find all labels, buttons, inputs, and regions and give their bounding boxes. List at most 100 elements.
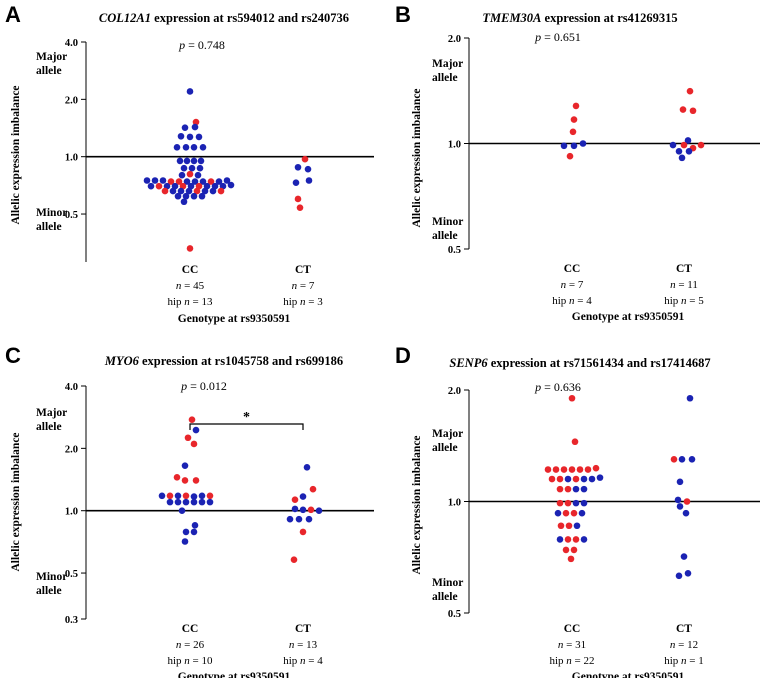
y-tick-label: 4.0 [65,38,78,49]
hip-count-label-part: = 5 [687,295,705,307]
major-allele-label-part: Major [432,428,463,440]
panel-letter-part: D [395,343,411,368]
minor-allele-label: Minor [432,577,463,589]
x-category-label: CC [182,623,199,635]
data-point-cc [155,182,163,190]
data-point-cc [217,187,225,195]
y-tick-label: 0.5 [448,245,461,256]
n-count-label-part: = 31 [563,639,586,651]
hip-count-label-part: = 3 [306,296,324,308]
data-point-cc [190,493,198,500]
hip-count-label-part: n [300,296,306,308]
hip-count-label-part: = 22 [572,655,595,667]
data-point-cc [196,164,204,172]
data-point-cc [572,499,580,507]
data-point-cc [182,192,190,200]
data-point-cc [562,546,570,554]
data-point-cc [143,177,151,184]
data-point-ct [286,515,294,523]
y-tick-label-part: 0.5 [448,609,461,620]
data-point-cc [185,187,193,195]
x-category-label: CT [676,263,692,275]
data-point-cc [570,546,578,554]
n-count-label: n = 12 [670,639,698,651]
y-tick-label: 2.0 [65,95,78,106]
hip-count-label: hip n = 4 [283,655,323,667]
p-value-part: = 0.651 [541,30,581,44]
n-count-label: n = 11 [670,279,698,291]
x-axis-label-part: Genotype at rs9350591 [572,671,685,678]
data-point-ct [315,507,323,515]
data-point-cc [188,164,196,172]
n-count-label-part: = 45 [181,280,204,292]
data-point-cc [560,466,568,473]
n-count-label-part: n [176,280,182,292]
minor-allele-label-part: allele [432,591,458,603]
y-axis-label-part: Allelic expression imbalance [411,88,423,227]
major-allele-label: allele [432,72,458,84]
hip-count-label: hip n = 13 [167,296,213,308]
y-tick-label: 0.5 [448,609,461,620]
data-point-ct [299,506,307,514]
data-point-cc [223,177,231,184]
data-point-cc [580,536,588,543]
n-count-label-part: = 7 [297,280,315,292]
minor-allele-label: allele [432,230,458,242]
p-value: p = 0.651 [534,30,581,44]
data-point-cc [151,177,159,184]
x-axis-label-part: Genotype at rs9350591 [178,671,291,678]
data-point-ct [688,455,696,463]
data-point-ct [678,455,686,463]
data-point-cc [556,499,564,507]
data-point-cc [180,164,188,172]
major-allele-label: allele [36,421,62,433]
n-count-label-part: = 13 [294,639,317,651]
data-point-cc [173,144,181,151]
data-point-cc [580,485,588,493]
x-axis-label: Genotype at rs9350591 [178,313,291,325]
data-point-cc [572,475,580,483]
panel-a: A COL12A1 expression at rs594012 and rs24… [5,2,374,325]
significance-star-part: * [243,410,250,425]
x-axis-label: Genotype at rs9350591 [572,671,685,678]
data-point-ct [685,148,693,155]
n-count-label-part: n [292,280,298,292]
data-point-cc [560,142,568,150]
data-point-cc [183,178,191,185]
y-tick-label-part: 0.3 [65,615,78,626]
minor-allele-label-part: allele [36,585,62,597]
data-point-ct [680,141,688,149]
n-count-label-part: = 11 [676,279,698,291]
data-point-ct [296,204,304,211]
x-category-label-part: CT [676,623,692,635]
data-point-cc [184,434,192,442]
data-point-cc [190,498,198,506]
y-tick-label: 2.0 [448,34,461,45]
y-axis-label: Allelic expression imbalance [411,435,423,574]
x-category-label-part: CC [182,264,199,276]
y-tick-label-part: 1.0 [65,153,78,164]
minor-allele-label: allele [432,591,458,603]
minor-allele-label: Minor [36,207,67,219]
y-tick-label-part: 4.0 [65,38,78,49]
data-point-ct [684,137,692,144]
data-point-cc [190,157,198,165]
major-allele-label: Major [432,58,463,70]
data-point-cc [181,124,189,131]
data-point-cc [568,394,576,402]
data-point-cc [190,440,198,448]
major-allele-label-part: allele [36,65,62,77]
y-axis-label-part: Allelic expression imbalance [10,432,22,571]
chart-title-part: expression at rs71561434 and rs17414687 [488,356,711,370]
major-allele-label: Major [36,407,67,419]
x-category-label-part: CC [564,263,581,275]
data-point-cc [175,178,183,185]
data-point-cc [564,485,572,493]
data-point-cc [178,171,186,179]
data-point-cc [596,474,604,481]
data-point-cc [569,128,577,136]
y-tick-label: 1.0 [65,507,78,518]
data-point-cc [198,492,206,500]
p-value-part: p [178,38,185,52]
x-category-label: CC [564,263,581,275]
